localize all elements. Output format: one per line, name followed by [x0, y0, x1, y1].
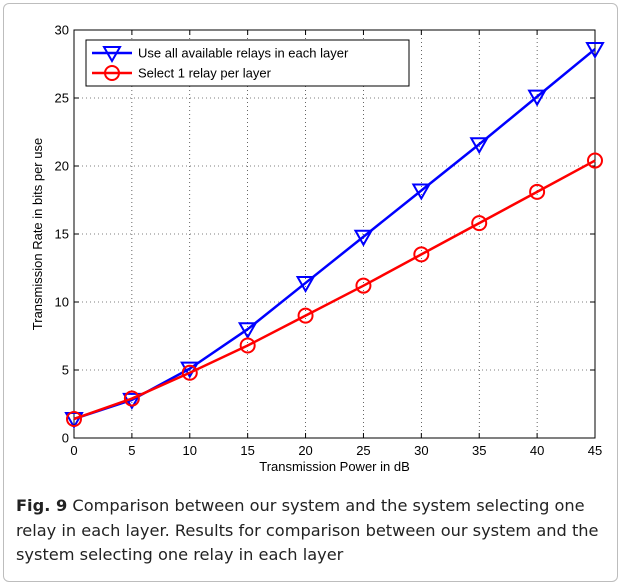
data-point	[181, 364, 198, 381]
x-tick-label: 45	[588, 443, 602, 458]
y-tick-label: 5	[62, 363, 69, 378]
data-point	[587, 152, 603, 169]
legend-marker	[104, 65, 120, 81]
data-point	[411, 183, 432, 201]
caption-text: Comparison between our system and the sy…	[16, 496, 599, 564]
legend-box	[85, 39, 410, 87]
y-tick-label: 30	[55, 23, 69, 38]
legend-label: Use all available relays in each layer	[138, 46, 349, 61]
x-tick-label: 25	[356, 443, 370, 458]
data-point	[529, 183, 546, 200]
series-lines	[64, 42, 605, 429]
data-point	[295, 275, 316, 293]
data-point	[123, 390, 140, 407]
x-tick-label: 20	[298, 443, 312, 458]
y-tick-label: 10	[55, 295, 69, 310]
data-point	[66, 410, 82, 427]
legend-item: Select 1 relay per layer	[92, 65, 272, 81]
series-1	[64, 42, 605, 429]
legend-marker	[102, 46, 122, 64]
figure-caption: Fig. 9 Comparison between our system and…	[16, 494, 610, 568]
legend-item: Use all available relays in each layer	[92, 46, 349, 64]
grid-lines	[74, 30, 595, 438]
data-point	[585, 42, 605, 60]
y-tick-label: 25	[55, 91, 69, 106]
x-tick-label: 35	[472, 443, 486, 458]
y-axis-label: Transmission Rate in bits per use	[30, 138, 45, 330]
data-point	[527, 89, 547, 107]
series-line	[73, 159, 596, 421]
series-2	[66, 152, 603, 427]
data-point	[239, 337, 256, 354]
data-point	[413, 246, 430, 263]
x-tick-label: 10	[183, 443, 197, 458]
data-point	[355, 277, 372, 294]
data-point	[471, 215, 488, 232]
y-tick-label: 20	[55, 159, 69, 174]
x-tick-label: 15	[240, 443, 254, 458]
axis-ticks: 0 5 10 15 20 25 30 35 40 45 0 5 10 15 20 25 30	[55, 23, 603, 459]
x-tick-label: 0	[70, 443, 77, 458]
legend-label: Select 1 relay per layer	[138, 66, 272, 81]
legend: Use all available relays in each layer Se…	[85, 39, 410, 87]
x-tick-label: 40	[530, 443, 544, 458]
x-tick-label: 5	[128, 443, 135, 458]
line-chart: 0 5 10 15 20 25 30 35 40 45 0 5 10 15 20 25 30 Transmiss…	[30, 23, 605, 474]
data-point	[353, 229, 374, 247]
data-point	[469, 137, 489, 155]
data-point	[237, 322, 258, 340]
figure-label: Fig. 9	[16, 496, 68, 515]
y-tick-label: 0	[62, 431, 69, 446]
figure-frame	[3, 3, 618, 582]
x-tick-label: 30	[414, 443, 428, 458]
x-axis-label: Transmission Power in dB	[259, 459, 410, 474]
data-point	[297, 307, 314, 324]
y-tick-label: 15	[55, 227, 69, 242]
